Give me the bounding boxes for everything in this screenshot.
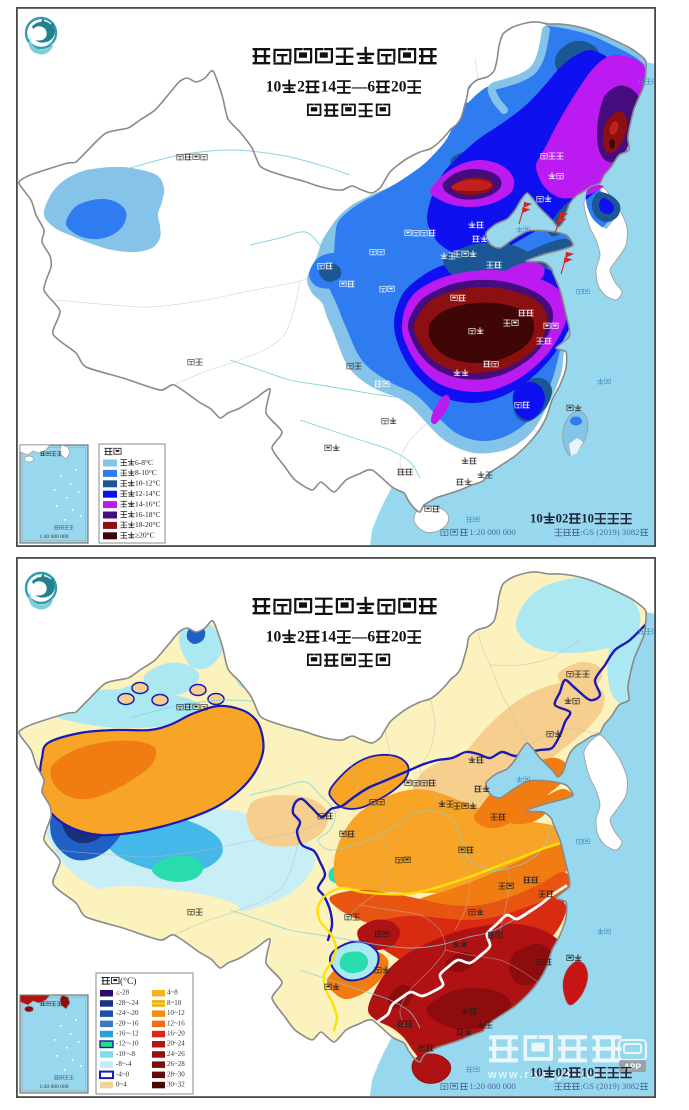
svg-text::GS (2019) 3082: :GS (2019) 3082 xyxy=(580,1081,639,1091)
svg-text:-12~-10: -12~-10 xyxy=(116,1040,139,1048)
svg-text:≥20°C: ≥20°C xyxy=(135,531,155,540)
svg-text:10: 10 xyxy=(266,79,282,96)
svg-text:1:40 000 000: 1:40 000 000 xyxy=(39,1084,68,1090)
svg-text:10: 10 xyxy=(530,512,543,526)
svg-text:1:40 000 000: 1:40 000 000 xyxy=(39,534,68,540)
svg-text:16-18°C: 16-18°C xyxy=(135,510,161,519)
svg-text:-28~-24: -28~-24 xyxy=(116,999,139,1007)
svg-text:4~8: 4~8 xyxy=(167,989,178,997)
svg-text:02: 02 xyxy=(556,512,569,526)
svg-text:2: 2 xyxy=(297,79,305,96)
svg-text:(°C): (°C) xyxy=(120,976,136,987)
svg-text:10-12°C: 10-12°C xyxy=(135,479,161,488)
svg-text:8-10°C: 8-10°C xyxy=(135,468,157,477)
svg-text:APP: APP xyxy=(624,1062,642,1072)
svg-text:1:20 000 000: 1:20 000 000 xyxy=(469,1081,516,1091)
svg-text:14-16°C: 14-16°C xyxy=(135,499,161,508)
svg-text:—6: —6 xyxy=(351,629,376,646)
svg-text:20~24: 20~24 xyxy=(167,1040,185,1048)
svg-text:≤-28: ≤-28 xyxy=(116,989,130,997)
svg-text:20: 20 xyxy=(391,79,407,96)
svg-text:0~4: 0~4 xyxy=(116,1081,127,1089)
svg-text:-10~-8: -10~-8 xyxy=(116,1050,135,1058)
svg-text:8~10: 8~10 xyxy=(167,999,182,1007)
svg-text:16~20: 16~20 xyxy=(167,1030,185,1038)
svg-text:-20~-16: -20~-16 xyxy=(116,1019,139,1027)
svg-text:14: 14 xyxy=(321,629,337,646)
svg-text:6-8°C: 6-8°C xyxy=(135,458,153,467)
svg-text::GS (2019) 3082: :GS (2019) 3082 xyxy=(580,527,639,537)
svg-text:—6: —6 xyxy=(351,79,376,96)
svg-text:10: 10 xyxy=(581,512,594,526)
svg-text:2: 2 xyxy=(297,629,305,646)
svg-text:28~30: 28~30 xyxy=(167,1070,185,1078)
svg-text:02: 02 xyxy=(556,1066,569,1080)
svg-text:10~12: 10~12 xyxy=(167,1009,185,1017)
svg-text:18-20°C: 18-20°C xyxy=(135,520,161,529)
svg-text:20: 20 xyxy=(391,629,407,646)
svg-text:26~28: 26~28 xyxy=(167,1060,185,1068)
svg-text:12~16: 12~16 xyxy=(167,1019,185,1027)
svg-text:10: 10 xyxy=(581,1066,594,1080)
svg-text:30~32: 30~32 xyxy=(167,1081,185,1089)
svg-text:-16~-12: -16~-12 xyxy=(116,1030,139,1038)
svg-text:14: 14 xyxy=(321,79,337,96)
svg-text:10: 10 xyxy=(530,1066,543,1080)
svg-text:-24~-20: -24~-20 xyxy=(116,1009,139,1017)
svg-text:-4~0: -4~0 xyxy=(116,1070,130,1078)
svg-text:1:20 000 000: 1:20 000 000 xyxy=(469,527,516,537)
svg-text:-8~-4: -8~-4 xyxy=(116,1060,132,1068)
svg-text:12-14°C: 12-14°C xyxy=(135,489,161,498)
svg-text:24~26: 24~26 xyxy=(167,1050,185,1058)
svg-text:10: 10 xyxy=(266,629,282,646)
